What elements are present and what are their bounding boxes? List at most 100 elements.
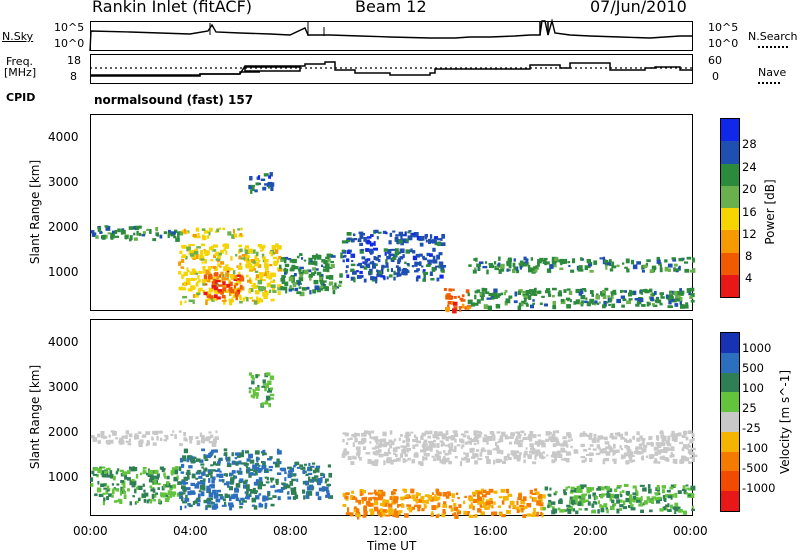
heatmap-cell	[356, 514, 361, 517]
heatmap-cell	[265, 384, 269, 389]
heatmap-cell	[234, 276, 238, 280]
heatmap-cell	[529, 489, 533, 495]
heatmap-cell	[616, 499, 620, 504]
heatmap-cell	[234, 488, 239, 493]
heatmap-cell	[262, 259, 265, 263]
heatmap-cell	[289, 286, 292, 289]
heatmap-cell	[197, 469, 202, 474]
heatmap-cell	[666, 294, 669, 300]
heatmap-cell	[648, 454, 653, 459]
heatmap-cell	[541, 494, 546, 499]
heatmap-cell	[404, 459, 408, 462]
heatmap-cell	[308, 491, 312, 496]
velocity-ylabel: Slant Range [km]	[28, 364, 42, 470]
heatmap-cell	[96, 473, 99, 478]
heatmap-cell	[176, 475, 179, 480]
beam-label: Beam 12	[355, 0, 427, 16]
heatmap-cell	[244, 249, 250, 254]
heatmap-cell	[188, 244, 191, 249]
heatmap-cell	[314, 285, 320, 290]
colorbar-segment	[721, 471, 739, 492]
heatmap-cell	[231, 494, 236, 500]
heatmap-cell	[614, 488, 618, 493]
heatmap-cell	[514, 291, 518, 297]
heatmap-cell	[276, 458, 280, 463]
heatmap-cell	[418, 261, 422, 266]
heatmap-cell	[570, 486, 575, 490]
heatmap-cell	[566, 288, 571, 291]
heatmap-cell	[386, 249, 392, 254]
heatmap-cell	[398, 437, 401, 441]
heatmap-cell	[620, 436, 625, 440]
heatmap-cell	[97, 227, 101, 232]
heatmap-cell	[591, 438, 596, 443]
heatmap-cell	[563, 440, 566, 445]
heatmap-cell	[201, 439, 205, 444]
heatmap-cell	[380, 502, 385, 507]
heatmap-cell	[182, 487, 187, 493]
heatmap-cell	[437, 432, 443, 436]
heatmap-cell	[203, 291, 208, 296]
heatmap-cell	[269, 251, 273, 254]
heatmap-cell	[278, 255, 282, 260]
heatmap-cell	[653, 460, 658, 464]
heatmap-cell	[514, 506, 520, 510]
heatmap-cell	[112, 430, 117, 436]
heatmap-cell	[270, 503, 275, 507]
heatmap-cell	[422, 441, 427, 446]
heatmap-cell	[424, 494, 430, 497]
heatmap-cell	[458, 504, 462, 508]
heatmap-cell	[210, 464, 214, 467]
heatmap-cell	[183, 437, 187, 442]
heatmap-cell	[424, 235, 428, 240]
heatmap-cell	[164, 434, 169, 438]
heatmap-cell	[509, 441, 513, 445]
heatmap-cell	[212, 249, 217, 252]
heatmap-cell	[249, 287, 254, 292]
heatmap-cell	[274, 249, 279, 254]
heatmap-cell	[186, 457, 190, 463]
heatmap-cell	[680, 455, 684, 460]
heatmap-cell	[256, 296, 259, 301]
heatmap-cell	[283, 258, 287, 264]
heatmap-cell	[485, 455, 490, 459]
heatmap-cell	[270, 252, 274, 257]
heatmap-cell	[537, 261, 540, 267]
heatmap-cell	[525, 258, 529, 262]
heatmap-cell	[388, 512, 394, 515]
heatmap-cell	[280, 277, 286, 282]
heatmap-cell	[690, 485, 696, 491]
heatmap-cell	[443, 456, 446, 459]
heatmap-cell	[337, 284, 342, 287]
heatmap-cell	[286, 492, 290, 495]
heatmap-cell	[536, 500, 542, 506]
heatmap-cell	[283, 485, 288, 490]
heatmap-cell	[178, 466, 182, 471]
heatmap-cell	[530, 304, 534, 309]
heatmap-cell	[330, 260, 334, 264]
heatmap-cell	[479, 452, 483, 457]
heatmap-cell	[521, 507, 524, 513]
heatmap-cell	[392, 257, 397, 260]
heatmap-cell	[637, 497, 642, 501]
heatmap-cell	[609, 259, 612, 262]
heatmap-cell	[402, 254, 405, 258]
heatmap-cell	[394, 251, 400, 256]
heatmap-cell	[210, 497, 214, 501]
heatmap-cell	[326, 268, 330, 273]
heatmap-cell	[473, 442, 477, 446]
heatmap-cell	[506, 268, 509, 272]
heatmap-cell	[691, 432, 695, 437]
heatmap-cell	[112, 488, 115, 491]
heatmap-cell	[593, 260, 598, 265]
heatmap-cell	[193, 233, 197, 238]
heatmap-cell	[153, 480, 157, 484]
heatmap-cell	[500, 459, 503, 463]
heatmap-cell	[183, 281, 187, 287]
heatmap-cell	[219, 265, 222, 268]
heatmap-cell	[625, 497, 630, 503]
heatmap-cell	[620, 494, 623, 498]
heatmap-cell	[582, 431, 586, 435]
nsearch-legend-line	[758, 46, 788, 48]
heatmap-cell	[469, 448, 474, 453]
